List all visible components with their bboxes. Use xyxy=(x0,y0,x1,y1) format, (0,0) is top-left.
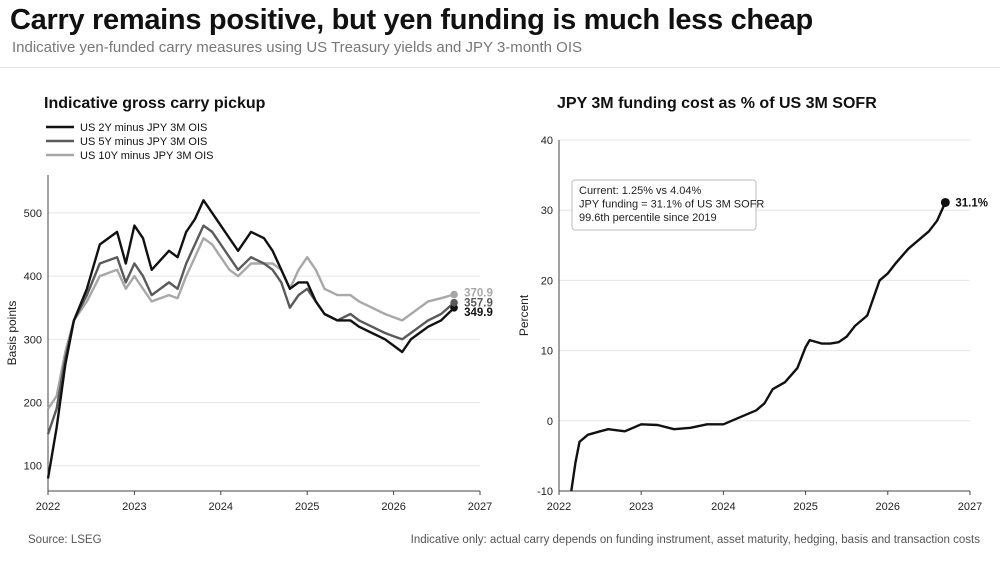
series-line xyxy=(570,202,947,492)
y-tick-label: 500 xyxy=(24,208,42,220)
funding-chart-title: JPY 3M funding cost as % of US 3M SOFR xyxy=(557,95,877,112)
carry-chart-title: Indicative gross carry pickup xyxy=(44,95,266,112)
x-tick-label: 2023 xyxy=(122,501,146,513)
series-line xyxy=(46,224,455,435)
y-tick-label: 40 xyxy=(541,135,553,147)
series-end-marker xyxy=(450,298,458,307)
x-tick-label: 2022 xyxy=(36,501,60,513)
x-tick-label: 2026 xyxy=(381,501,405,513)
carry-pickup-chart: Indicative gross carry pickup 100 200 300 4… xyxy=(5,95,493,513)
y-tick-label: 300 xyxy=(24,334,42,346)
funding-chart-axes: -10 0 10 20 30 40 2022 2023 2024 2025 2026 2027 Perc… xyxy=(517,135,982,513)
x-tick-label: 2024 xyxy=(209,501,233,513)
y-tick-label: 400 xyxy=(24,271,42,283)
series-end-marker xyxy=(450,290,458,299)
header-divider xyxy=(0,67,1000,68)
x-tick-label: 2026 xyxy=(876,501,900,513)
annotation-line: JPY funding = 31.1% of US 3M SOFR xyxy=(579,199,764,211)
disclaimer-note: Indicative only: actual carry depends on… xyxy=(410,534,980,546)
series-end-marker xyxy=(940,197,950,207)
x-tick-label: 2025 xyxy=(295,501,319,513)
y-axis-label: Percent xyxy=(517,294,531,336)
x-tick-label: 2023 xyxy=(629,501,653,513)
series-end-label: 31.1% xyxy=(955,197,988,209)
source-note: Source: LSEG xyxy=(28,534,102,546)
y-tick-label: 0 xyxy=(547,416,553,428)
y-tick-label: 30 xyxy=(541,205,553,217)
y-tick-label: 100 xyxy=(24,461,42,473)
y-tick-label: 10 xyxy=(541,346,553,358)
funding-chart-annotation: Current: 1.25% vs 4.04% JPY funding = 31.… xyxy=(571,179,764,231)
legend-label: US 10Y minus JPY 3M OIS xyxy=(80,150,213,162)
annotation-line: 99.6th percentile since 2019 xyxy=(579,212,717,224)
y-axis-label: Basis points xyxy=(5,301,19,366)
series-end-label: 357.9 xyxy=(464,298,493,310)
carry-chart-legend: US 2Y minus JPY 3M OIS US 5Y minus JPY 3M… xyxy=(46,122,213,162)
legend-label: US 5Y minus JPY 3M OIS xyxy=(80,136,207,148)
series-end-label: 349.9 xyxy=(464,307,493,319)
carry-chart-axes: 100 200 300 400 500 2022 2023 2024 2025 2026 2027 B… xyxy=(5,175,492,513)
annotation-box xyxy=(571,179,757,231)
x-tick-label: 2025 xyxy=(793,501,817,513)
annotation-line: Current: 1.25% vs 4.04% xyxy=(579,185,702,197)
x-tick-label: 2024 xyxy=(711,501,735,513)
x-tick-label: 2027 xyxy=(468,501,492,513)
x-tick-label: 2027 xyxy=(958,501,982,513)
carry-chart-grid xyxy=(48,212,480,467)
y-tick-label: 20 xyxy=(541,275,553,287)
legend-label: US 2Y minus JPY 3M OIS xyxy=(80,122,207,134)
page-title: Carry remains positive, but yen funding … xyxy=(10,4,813,36)
x-tick-label: 2022 xyxy=(547,501,571,513)
series-line xyxy=(47,237,455,410)
series-line xyxy=(46,199,455,479)
series-end-label: 370.9 xyxy=(464,288,493,300)
funding-cost-chart: JPY 3M funding cost as % of US 3M SOFR -… xyxy=(517,95,988,513)
page-subtitle: Indicative yen-funded carry measures usi… xyxy=(12,39,582,56)
funding-chart-series: 31.1% xyxy=(570,197,988,492)
y-tick-label: -10 xyxy=(537,486,553,498)
y-tick-label: 200 xyxy=(24,398,42,410)
